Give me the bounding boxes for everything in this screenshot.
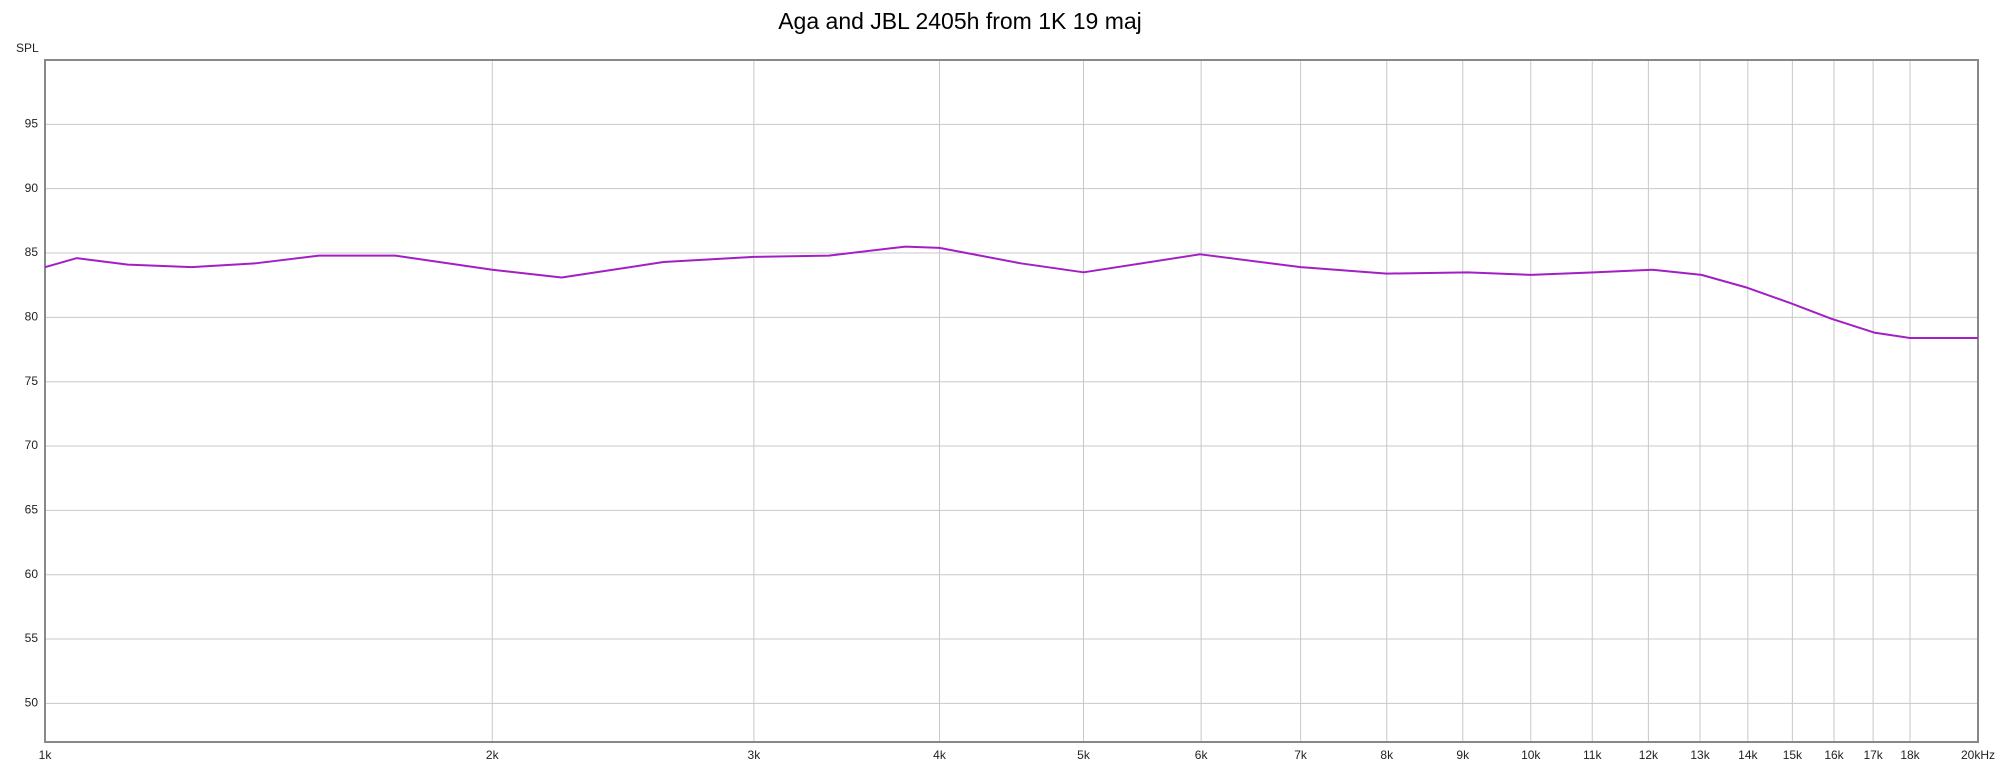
x-tick-label: 5k	[1077, 748, 1091, 762]
x-tick-label: 14k	[1738, 748, 1758, 762]
data-line	[44, 245, 1978, 339]
x-tick-label: 8k	[1380, 748, 1394, 762]
y-tick-label: 50	[25, 696, 39, 710]
y-tick-label: 70	[25, 438, 39, 452]
plot-border	[44, 59, 1979, 743]
plot-area	[45, 60, 1978, 742]
x-tick-label: 15k	[1783, 748, 1803, 762]
x-tick-label: 11k	[1583, 748, 1602, 762]
y-tick-label: 55	[25, 631, 39, 645]
x-tick-label: 4k	[933, 748, 947, 762]
x-tick-label: 1k	[39, 748, 53, 762]
y-tick-label: 60	[25, 567, 39, 581]
x-tick-label: 10k	[1521, 748, 1541, 762]
x-tick-label: 17k	[1863, 748, 1883, 762]
x-tick-label: 6k	[1195, 748, 1209, 762]
x-tick-label: 12k	[1639, 748, 1659, 762]
y-tick-label: 95	[25, 117, 39, 131]
x-tick-label: 9k	[1456, 748, 1470, 762]
y-tick-label: 65	[25, 503, 39, 517]
y-tick-label: 80	[25, 310, 39, 324]
x-tick-label: 3k	[748, 748, 762, 762]
y-tick-label: 75	[25, 374, 39, 388]
y-tick-label: 90	[25, 181, 39, 195]
x-tick-label: 20kHz	[1961, 748, 1995, 762]
chart-title: Aga and JBL 2405h from 1K 19 maj	[778, 8, 1142, 34]
y-tick-label: 85	[25, 245, 39, 259]
x-tick-label: 18k	[1900, 748, 1920, 762]
x-tick-label: 2k	[486, 748, 500, 762]
x-tick-label: 13k	[1690, 748, 1710, 762]
x-tick-label: 7k	[1294, 748, 1308, 762]
y-axis-label: SPL	[16, 41, 39, 55]
x-tick-label: 16k	[1824, 748, 1844, 762]
